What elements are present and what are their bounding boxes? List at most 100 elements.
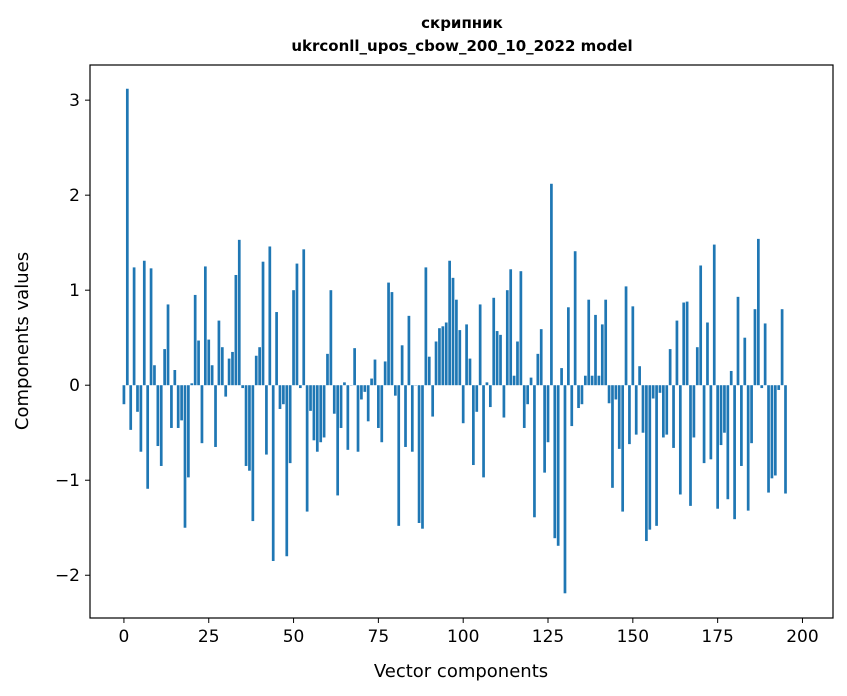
- bar-146: [617, 385, 621, 449]
- bar-132: [570, 385, 574, 427]
- bar-178: [726, 385, 730, 500]
- bar-74: [373, 359, 377, 386]
- bar-177: [723, 385, 726, 433]
- bar-73: [370, 378, 373, 386]
- bar-93: [438, 328, 441, 386]
- bar-151: [634, 385, 638, 435]
- bar-45: [275, 312, 278, 386]
- bar-175: [716, 385, 719, 509]
- bar-9: [153, 365, 156, 386]
- bar-174: [712, 244, 716, 386]
- bar-165: [682, 302, 686, 386]
- bar-148: [624, 286, 628, 386]
- bar-169: [695, 347, 699, 386]
- bar-28: [217, 320, 221, 386]
- bar-188: [760, 385, 764, 389]
- x-axis-ticks: 0 25 50 75 100 125 150 175 200: [119, 618, 819, 647]
- bar-181: [736, 296, 740, 386]
- bar-108: [488, 385, 492, 408]
- x-tick-label: 25: [198, 627, 220, 647]
- bar-119: [526, 385, 530, 405]
- bar-30: [224, 385, 228, 397]
- bar-138: [590, 375, 594, 386]
- bar-160: [665, 385, 669, 435]
- bar-39: [254, 355, 258, 386]
- bar-23: [200, 385, 204, 444]
- y-tick-label: −1: [55, 471, 80, 491]
- bar-11: [159, 385, 163, 466]
- bar-156: [651, 385, 655, 399]
- bar-47: [282, 385, 285, 405]
- bar-27: [214, 385, 217, 447]
- bar-97: [451, 277, 455, 386]
- bar-55: [309, 385, 312, 411]
- bar-143: [607, 385, 611, 404]
- bar-38: [251, 385, 255, 522]
- y-tick-label: 2: [69, 186, 80, 206]
- bar-189: [763, 323, 767, 386]
- bar-124: [543, 385, 546, 473]
- bar-183: [743, 337, 747, 386]
- bar-140: [597, 375, 601, 386]
- bar-110: [495, 331, 499, 386]
- bar-194: [780, 309, 784, 386]
- bar-166: [685, 301, 689, 386]
- bar-142: [604, 299, 608, 386]
- bar-76: [380, 385, 384, 443]
- bar-41: [261, 261, 265, 386]
- bar-70: [360, 385, 363, 400]
- bar-176: [719, 385, 723, 446]
- bar-101: [465, 324, 468, 386]
- bar-60: [326, 353, 329, 386]
- bar-96: [448, 260, 451, 386]
- bar-170: [699, 265, 703, 386]
- bar-18: [183, 385, 187, 528]
- x-tick-label: 0: [119, 627, 130, 647]
- bar-161: [668, 349, 672, 386]
- bar-130: [563, 385, 567, 594]
- y-tick-label: 3: [69, 91, 80, 111]
- bar-34: [237, 239, 241, 386]
- bar-135: [580, 385, 584, 405]
- bar-43: [268, 246, 272, 386]
- bar-190: [767, 385, 770, 493]
- x-tick-label: 125: [532, 627, 564, 647]
- bar-104: [475, 385, 479, 412]
- bar-172: [706, 322, 709, 386]
- bar-128: [556, 385, 560, 546]
- bar-173: [709, 385, 713, 460]
- bar-152: [638, 366, 641, 386]
- bar-78: [387, 282, 390, 386]
- bar-191: [770, 385, 774, 479]
- bar-66: [346, 385, 350, 450]
- bar-90: [427, 356, 431, 386]
- bar-129: [560, 368, 563, 386]
- bar-71: [363, 385, 367, 392]
- bar-37: [248, 385, 251, 471]
- bar-75: [377, 385, 380, 428]
- bar-22: [197, 340, 200, 386]
- bar-16: [176, 385, 180, 428]
- bar-14: [170, 385, 173, 428]
- bar-83: [404, 385, 407, 447]
- bar-137: [587, 299, 591, 386]
- bar-63: [336, 385, 340, 496]
- bar-141: [600, 324, 604, 386]
- bar-29: [220, 347, 224, 386]
- bar-103: [472, 385, 475, 466]
- bar-95: [444, 322, 448, 386]
- bar-1: [125, 88, 129, 386]
- bar-114: [509, 269, 513, 386]
- bar-154: [645, 385, 648, 542]
- bar-68: [353, 348, 356, 386]
- bar-99: [458, 330, 462, 386]
- bar-159: [662, 385, 665, 438]
- bar-168: [692, 385, 696, 438]
- bar-62: [332, 385, 336, 414]
- bar-106: [482, 385, 485, 478]
- bar-134: [577, 385, 580, 409]
- bar-98: [455, 299, 458, 386]
- bar-149: [628, 385, 631, 445]
- bar-187: [757, 238, 760, 386]
- bar-77: [383, 361, 387, 386]
